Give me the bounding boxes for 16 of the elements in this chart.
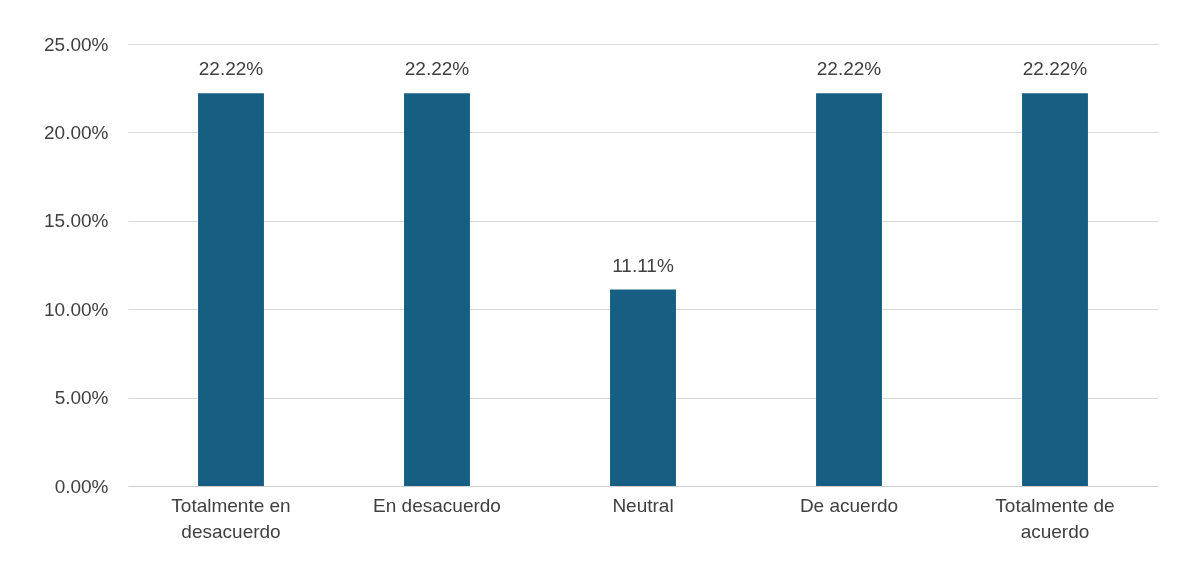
y-tick-label: 10.00% bbox=[44, 298, 109, 320]
y-tick-label: 25.00% bbox=[44, 33, 109, 55]
data-label: 22.22% bbox=[198, 58, 264, 80]
data-label: 22.22% bbox=[816, 58, 882, 80]
data-label: 22.22% bbox=[404, 58, 470, 80]
y-tick-label: 15.00% bbox=[44, 210, 109, 232]
y-tick-label: 20.00% bbox=[44, 121, 109, 143]
y-tick-label: 5.00% bbox=[54, 387, 109, 409]
x-tick-label: Totalmente de acuerdo bbox=[995, 494, 1115, 542]
y-tick-label: 0.00% bbox=[54, 475, 109, 497]
x-tick-label: Totalmente en desacuerdo bbox=[171, 494, 291, 542]
data-label: 11.11% bbox=[612, 254, 674, 276]
data-label: 22.22% bbox=[1022, 58, 1088, 80]
x-tick-label: Neutral bbox=[612, 494, 674, 516]
x-tick-label: En desacuerdo bbox=[373, 494, 501, 516]
x-tick-label: De acuerdo bbox=[799, 494, 899, 516]
